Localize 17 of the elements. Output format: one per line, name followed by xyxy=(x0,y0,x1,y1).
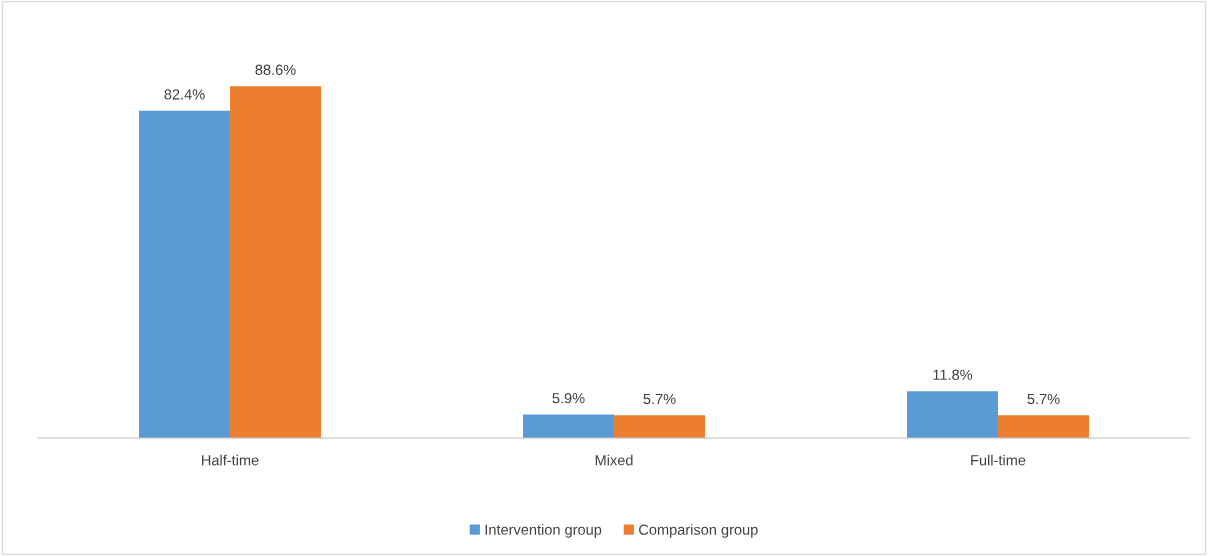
bar xyxy=(614,415,706,438)
x-tick-label: Half-time xyxy=(202,454,259,466)
data-label: 5.7% xyxy=(1027,393,1060,405)
bar xyxy=(906,391,998,438)
legend-label: Intervention group xyxy=(485,524,602,538)
data-label: 82.4% xyxy=(164,89,205,100)
data-label: 88.6% xyxy=(255,64,296,75)
x-tick-label: Full-time xyxy=(971,454,1026,466)
data-label: 5.9% xyxy=(552,393,585,404)
x-tick-label: Mixed xyxy=(595,454,633,466)
bar xyxy=(522,414,614,438)
bar xyxy=(138,110,230,438)
data-label: 5.7% xyxy=(643,393,676,405)
data-label: 11.8% xyxy=(933,369,973,380)
bar xyxy=(230,86,322,438)
legend-label: Comparison group xyxy=(639,524,758,538)
bar xyxy=(998,415,1090,438)
